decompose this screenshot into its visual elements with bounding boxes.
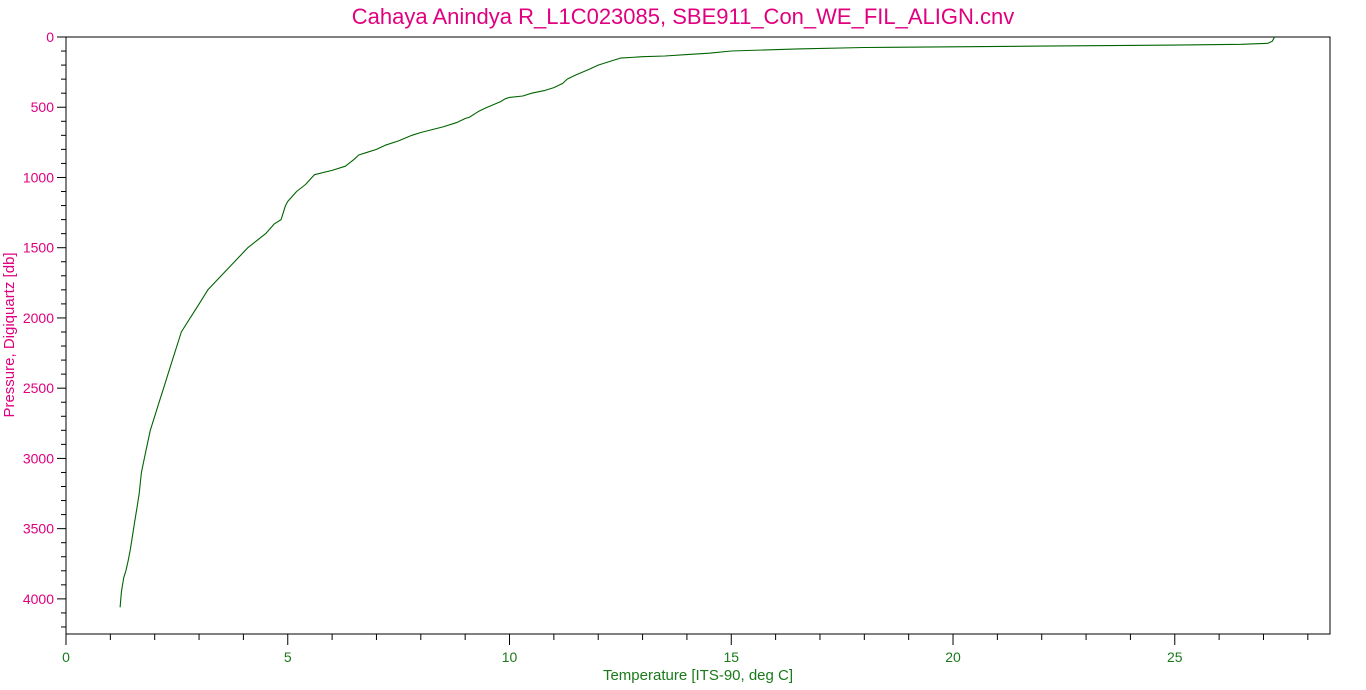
y-axis-ticks: 0 500 1000 1500 2000 2500 3000 3500 4000 (23, 29, 66, 628)
x-tick-label: 25 (1167, 649, 1183, 665)
y-tick-label: 4000 (23, 591, 54, 607)
y-axis-title: Pressure, Digiquartz [db] (1, 252, 18, 417)
y-tick-label: 500 (31, 99, 55, 115)
chart-title: Cahaya Anindya R_L1C023085, SBE911_Con_W… (352, 4, 1014, 29)
series-line-0 (119, 36, 1276, 608)
x-axis-title: Temperature [ITS-90, deg C] (603, 667, 793, 684)
y-tick-label: 0 (46, 29, 54, 45)
y-tick-label: 2500 (23, 380, 54, 396)
y-tick-label: 3000 (23, 450, 54, 466)
plot-frame (65, 36, 1331, 635)
x-axis-ticks: 0 5 10 15 20 25 (62, 634, 1309, 665)
x-tick-label: 20 (945, 649, 961, 665)
x-tick-label: 0 (62, 649, 70, 665)
y-tick-label: 3500 (23, 521, 54, 537)
y-tick-label: 2000 (23, 310, 54, 326)
x-tick-label: 10 (502, 649, 518, 665)
x-tick-label: 5 (284, 649, 292, 665)
y-tick-label: 1500 (23, 240, 54, 256)
series-layer (119, 36, 1276, 608)
x-tick-label: 15 (723, 649, 739, 665)
y-tick-label: 1000 (23, 169, 54, 185)
